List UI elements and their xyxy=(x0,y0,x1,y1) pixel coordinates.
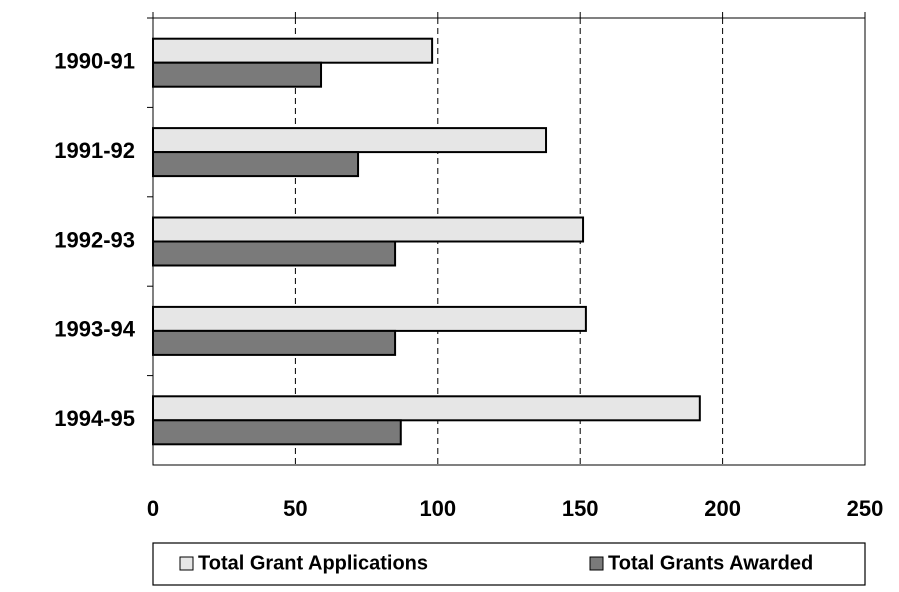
x-tick-label: 100 xyxy=(419,496,456,521)
bar xyxy=(152,305,587,332)
x-tick-label: 0 xyxy=(147,496,159,521)
legend-swatch xyxy=(589,556,604,571)
bar xyxy=(152,329,397,356)
bar xyxy=(152,419,402,446)
bar xyxy=(152,61,323,88)
bar xyxy=(152,151,360,178)
y-tick-label: 1990-91 xyxy=(54,49,135,74)
bar xyxy=(152,127,548,154)
y-tick-label: 1991-92 xyxy=(54,138,135,163)
bar xyxy=(152,395,701,422)
y-tick-label: 1992-93 xyxy=(54,227,135,252)
legend-label: Total Grant Applications xyxy=(198,552,428,574)
x-tick-label: 250 xyxy=(847,496,884,521)
y-tick-label: 1993-94 xyxy=(54,317,136,342)
bar xyxy=(152,240,397,267)
y-tick-label: 1994-95 xyxy=(54,406,135,431)
x-tick-label: 200 xyxy=(704,496,741,521)
legend-label: Total Grants Awarded xyxy=(608,552,813,574)
bar xyxy=(152,216,585,243)
x-tick-label: 50 xyxy=(283,496,307,521)
bar xyxy=(152,37,434,64)
x-tick-label: 150 xyxy=(562,496,599,521)
legend-swatch xyxy=(179,556,194,571)
legend-box xyxy=(152,542,866,586)
